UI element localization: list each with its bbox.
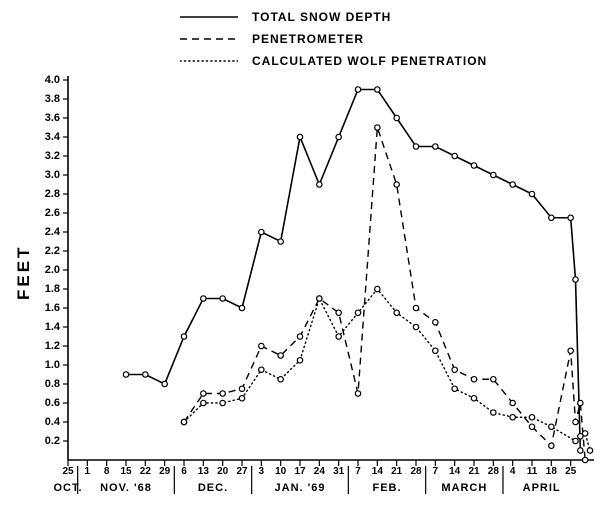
x-tick-day-label: 7 (355, 466, 361, 477)
x-tick-day-label: 29 (159, 466, 170, 477)
x-tick-day-label: 24 (314, 466, 325, 477)
y-tick-label: 1.4 (30, 321, 60, 333)
x-tick-day-label: 22 (140, 466, 151, 477)
y-tick-label: 0.8 (30, 378, 60, 390)
y-tick-label: 1.0 (30, 359, 60, 371)
x-tick-day-label: 28 (410, 466, 421, 477)
y-tick-label: 0.4 (30, 416, 60, 428)
x-tick-month-label: NOV. '68 (100, 482, 152, 494)
x-tick-month-label: OCT. (53, 482, 82, 494)
x-tick-day-label: 15 (120, 466, 131, 477)
x-tick-month-label: DEC. (198, 482, 228, 494)
y-tick-label: 2.0 (30, 264, 60, 276)
x-tick-day-label: 25 (62, 466, 73, 477)
x-tick-day-label: 27 (236, 466, 247, 477)
x-tick-month-label: JAN. '69 (275, 482, 326, 494)
y-tick-label: 1.6 (30, 302, 60, 314)
y-tick-label: 2.6 (30, 207, 60, 219)
x-tick-day-label: 17 (294, 466, 305, 477)
y-tick-label: 2.4 (30, 226, 60, 238)
x-tick-day-label: 4 (510, 466, 516, 477)
y-tick-label: 3.6 (30, 112, 60, 124)
x-tick-day-label: 20 (217, 466, 228, 477)
x-tick-day-label: 6 (181, 466, 187, 477)
x-tick-day-label: 25 (565, 466, 576, 477)
x-tick-day-label: 11 (527, 466, 538, 477)
x-tick-day-label: 8 (104, 466, 110, 477)
y-tick-label: 1.8 (30, 283, 60, 295)
y-tick-label: 3.0 (30, 169, 60, 181)
x-tick-day-label: 21 (391, 466, 402, 477)
x-tick-day-label: 7 (433, 466, 439, 477)
y-tick-label: 2.8 (30, 188, 60, 200)
x-tick-month-label: FEB. (372, 482, 401, 494)
y-tick-label: 3.2 (30, 150, 60, 162)
x-tick-day-label: 14 (449, 466, 460, 477)
y-tick-label: 0.6 (30, 397, 60, 409)
x-tick-day-label: 28 (488, 466, 499, 477)
x-tick-day-label: 21 (468, 466, 479, 477)
x-tick-day-label: 31 (333, 466, 344, 477)
y-tick-label: 3.8 (30, 93, 60, 105)
x-tick-day-label: 3 (259, 466, 265, 477)
y-tick-label: 4.0 (30, 74, 60, 86)
y-tick-label: 0.2 (30, 435, 60, 447)
y-tick-label: 2.2 (30, 245, 60, 257)
x-tick-day-label: 18 (546, 466, 557, 477)
x-tick-month-label: APRIL (523, 482, 561, 494)
x-tick-day-label: 1 (85, 466, 91, 477)
y-tick-label: 1.2 (30, 340, 60, 352)
x-tick-day-label: 14 (372, 466, 383, 477)
x-tick-month-label: MARCH (441, 482, 487, 494)
x-tick-day-label: 13 (198, 466, 209, 477)
chart-canvas (0, 0, 600, 517)
y-tick-label: 3.4 (30, 131, 60, 143)
x-tick-day-label: 10 (275, 466, 286, 477)
